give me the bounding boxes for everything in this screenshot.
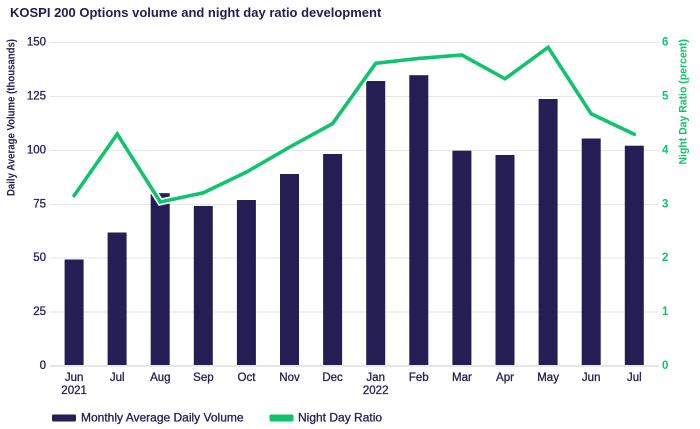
svg-text:150: 150 — [27, 37, 46, 49]
svg-text:100: 100 — [27, 145, 46, 157]
svg-text:25: 25 — [33, 306, 46, 318]
svg-text:KOSPI 200 Options volume and n: KOSPI 200 Options volume and night day r… — [10, 5, 382, 20]
svg-text:Daily Average Volume (thousand: Daily Average Volume (thousands) — [6, 39, 18, 196]
svg-text:Oct: Oct — [238, 372, 257, 384]
svg-text:5: 5 — [662, 91, 669, 103]
svg-text:6: 6 — [662, 37, 668, 49]
svg-text:50: 50 — [33, 252, 46, 264]
svg-text:Dec: Dec — [322, 372, 343, 384]
svg-text:Nov: Nov — [279, 372, 300, 384]
svg-text:2: 2 — [662, 252, 668, 264]
svg-text:0: 0 — [40, 360, 46, 372]
svg-text:Feb: Feb — [409, 372, 429, 384]
svg-text:Night Day Ratio (percent): Night Day Ratio (percent) — [678, 39, 690, 165]
svg-text:Apr: Apr — [496, 372, 514, 384]
svg-text:Jun: Jun — [65, 372, 84, 384]
svg-text:2021: 2021 — [61, 385, 87, 397]
svg-text:Mar: Mar — [452, 372, 472, 384]
svg-text:May: May — [537, 372, 559, 384]
svg-text:75: 75 — [33, 199, 46, 211]
svg-text:3: 3 — [662, 199, 668, 211]
svg-text:Jun: Jun — [582, 372, 601, 384]
svg-text:Monthly Average Daily Volume: Monthly Average Daily Volume — [81, 411, 244, 425]
svg-text:Sep: Sep — [193, 372, 213, 384]
svg-text:Jan: Jan — [366, 372, 385, 384]
svg-text:Jul: Jul — [110, 372, 125, 384]
svg-text:Night Day Ratio: Night Day Ratio — [298, 411, 382, 425]
svg-text:1: 1 — [662, 306, 669, 318]
svg-text:125: 125 — [27, 91, 46, 103]
svg-text:0: 0 — [662, 360, 668, 372]
svg-text:Aug: Aug — [150, 372, 170, 384]
svg-text:2022: 2022 — [363, 385, 389, 397]
svg-text:Jul: Jul — [627, 372, 642, 384]
svg-text:4: 4 — [662, 145, 669, 157]
